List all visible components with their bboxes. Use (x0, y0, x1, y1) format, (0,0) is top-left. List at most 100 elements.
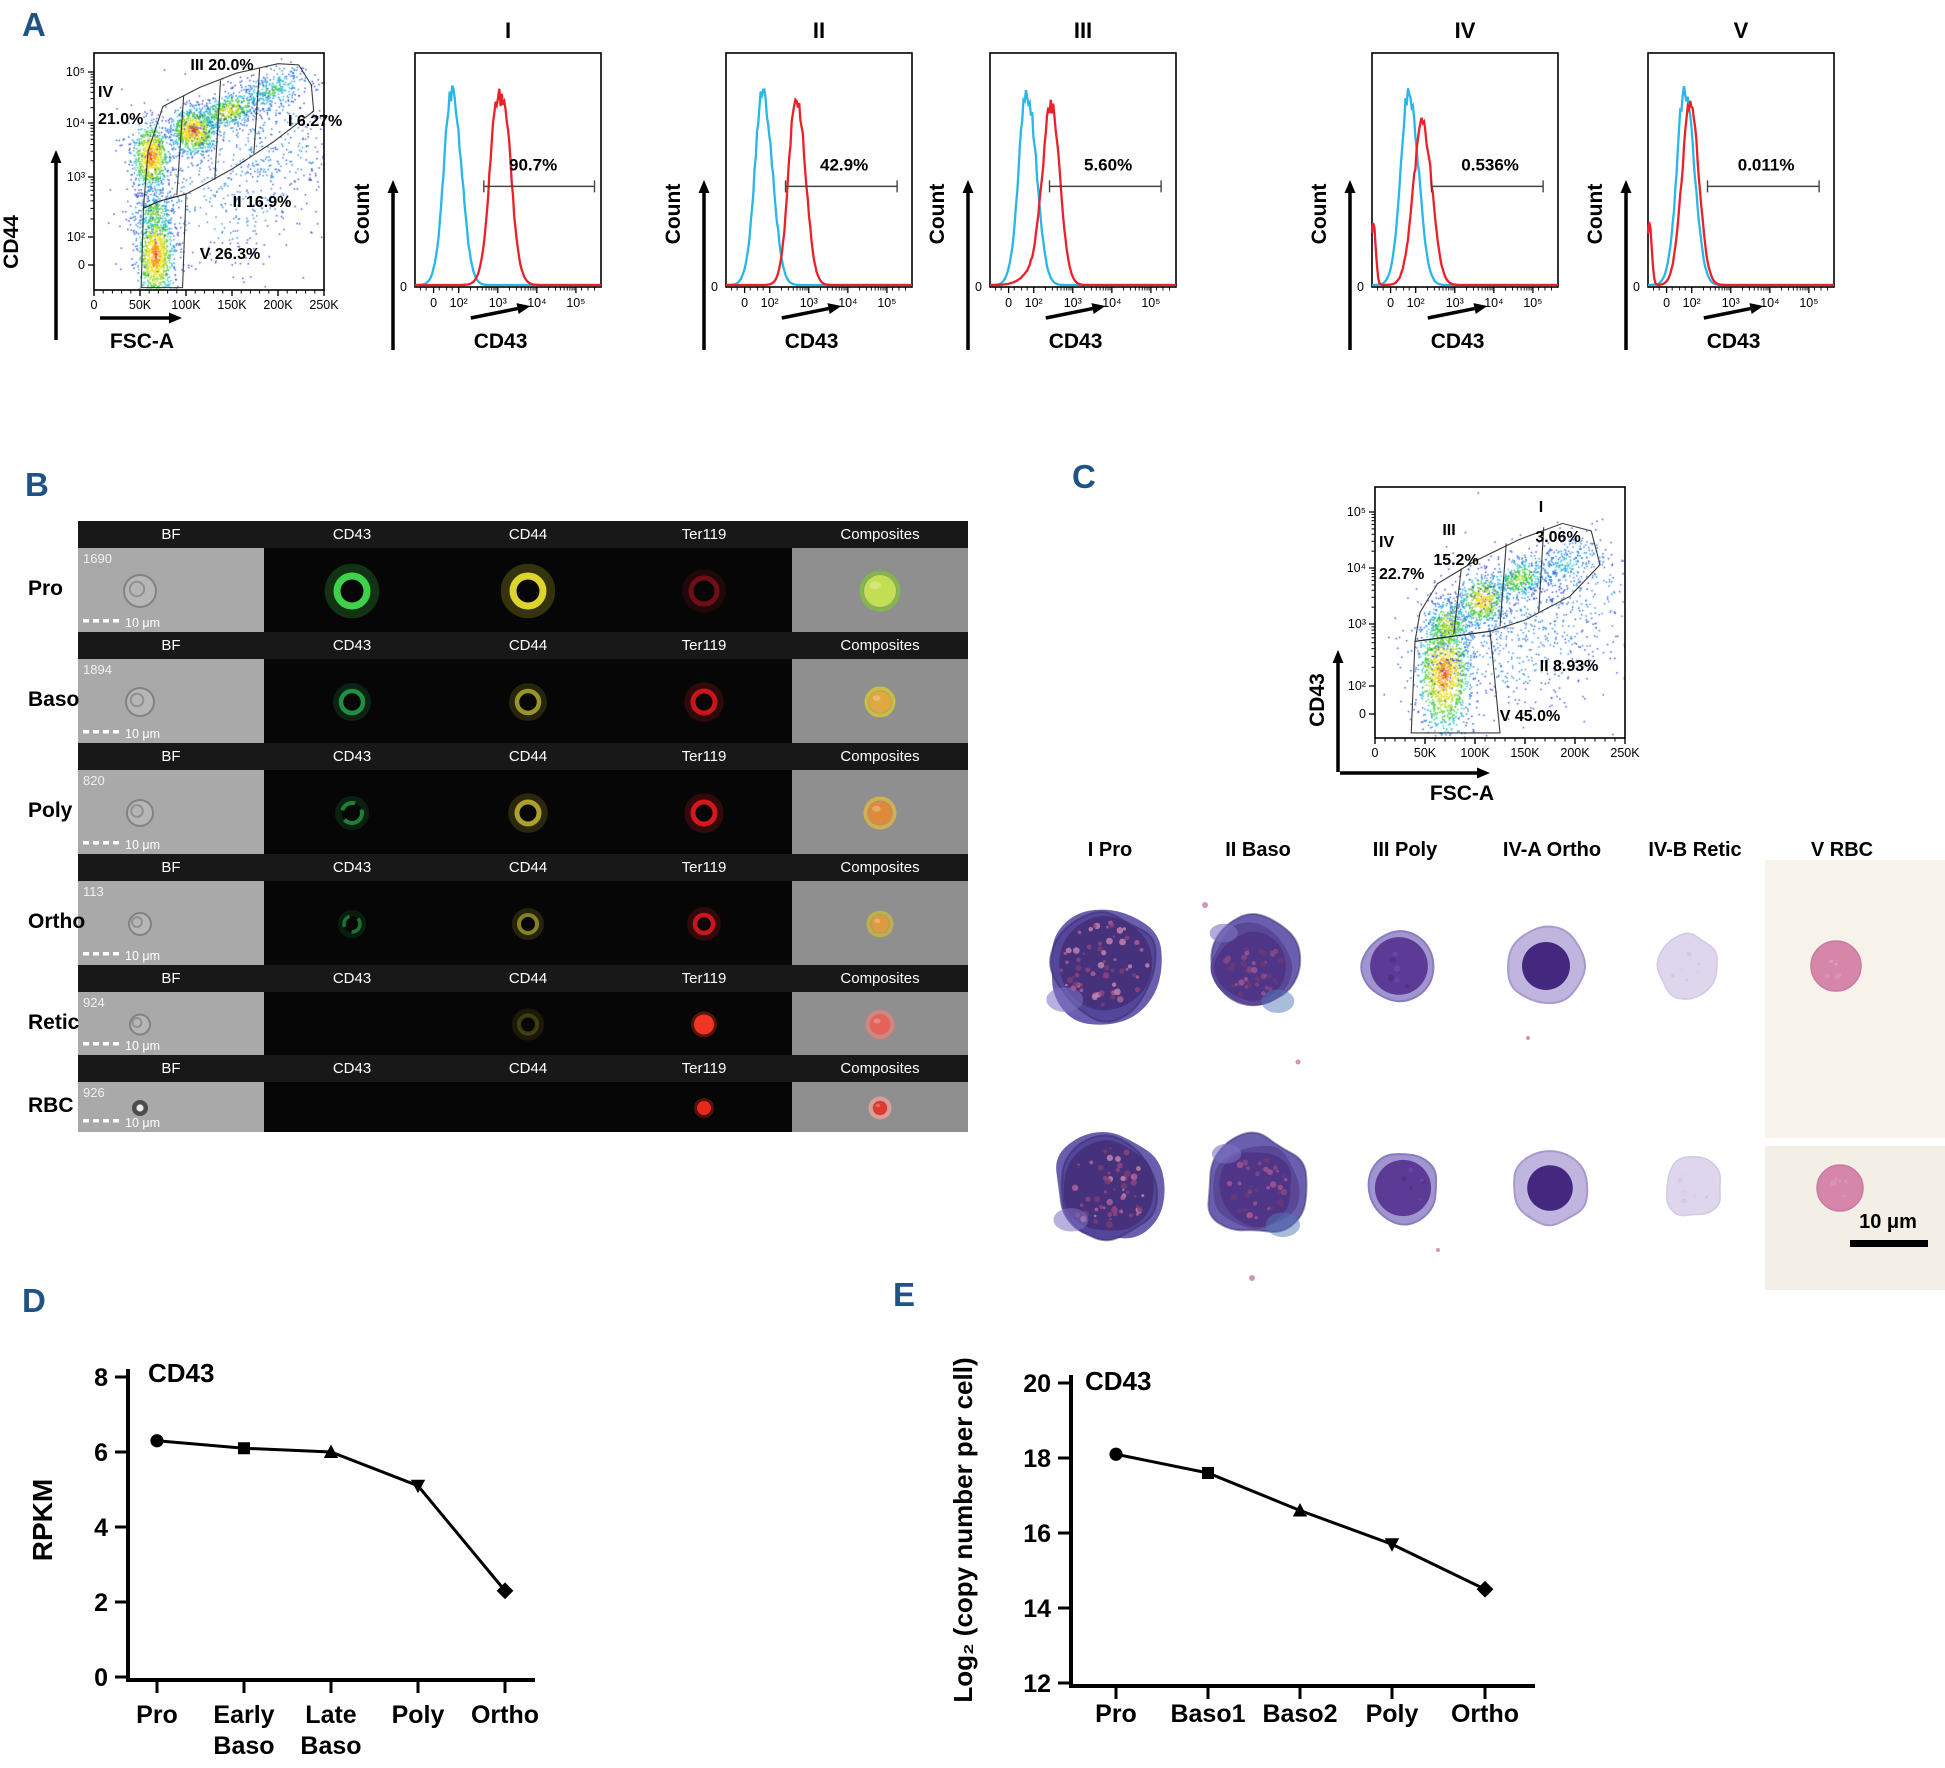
event-number: 1690 (83, 551, 112, 566)
hist-xtick: 0 (430, 296, 437, 310)
panelC-scatter-y-axis-arrow (1332, 650, 1344, 772)
chart-E-xlabel: Pro (1095, 1700, 1137, 1728)
hist-count-label: Count (662, 184, 685, 245)
cell-image-row-Pro: 1690 10 μm (78, 548, 968, 632)
hist-y0: 0 (711, 280, 718, 294)
hist-xtick: 10⁴ (1484, 296, 1503, 310)
hist-count-label: Count (1584, 184, 1607, 245)
hist-y0: 0 (1357, 280, 1364, 294)
event-number: 1894 (83, 662, 112, 677)
panelA-histogram-IV: IV 0.536% 0 10² 10³ 10⁴ 10⁵ 0 Count CD43 (1308, 18, 1559, 353)
cytospin-cell-ortho (1513, 1150, 1589, 1227)
hist-cd43-label: CD43 (474, 330, 528, 353)
hist-xtick: 0 (1005, 296, 1012, 310)
panelC-scatter-gate-label: III (1442, 522, 1455, 539)
cell-image-Retic-CD44 (440, 992, 616, 1055)
cytospin-scale-label: 10 μm (1859, 1211, 1917, 1233)
panelA-scatter-gate-label: I 6.27% (288, 113, 342, 130)
cytospin-cell-rbc (1810, 940, 1862, 992)
chart-D-xlabel: Late Baso (300, 1701, 361, 1760)
cell-image-row-Baso: 1894 10 μm (78, 659, 968, 743)
channel-header-Composites: Composites (840, 1060, 920, 1077)
panelC-scatter-x-axis-arrow (1340, 767, 1490, 779)
hist-xtick: 10² (761, 296, 779, 310)
hist-gate-percent: 5.60% (1084, 155, 1132, 174)
channel-header-Composites: Composites (840, 526, 920, 543)
hist-xtick: 10² (1407, 296, 1425, 310)
hist-xtick: 10⁵ (1523, 296, 1542, 310)
panelA-histogram-V: V 0.011% 0 10² 10³ 10⁴ 10⁵ 0 Count CD43 (1584, 18, 1835, 353)
chart-D-ytick: 4 (94, 1514, 108, 1542)
channel-header-Composites: Composites (840, 748, 920, 765)
panelC-scatter-gate-label: I (1539, 499, 1543, 516)
panelA-scatter-gate-label: II 16.9% (233, 194, 292, 211)
cell-image-row-Poly: 820 10 μm (78, 770, 968, 854)
cell-image-Pro-Composites (792, 548, 968, 632)
channel-header-CD44: CD44 (508, 1060, 548, 1077)
channel-header-row: BF CD43 CD44 Ter119 Composites (78, 743, 968, 770)
hist-count-arrow (1344, 180, 1356, 350)
panelA-scatter-xtick: 0 (91, 298, 98, 312)
panelC-scatter: 10⁵ 10⁴ 10³ 10² 0 0 50K 100K 150K 200K 250K IV 22.7%… (1306, 486, 1640, 805)
chart-E-ytick: 20 (1023, 1370, 1051, 1398)
cell-image-Poly-CD43 (264, 770, 440, 854)
event-number: 926 (83, 1085, 105, 1100)
cytospin-cell-rbc (1816, 1164, 1864, 1212)
panelA-histogram-III: III 5.60% 0 10² 10³ 10⁴ 10⁵ 0 Count CD43 (926, 18, 1177, 353)
panelC-scatter-xtick: 150K (1510, 746, 1540, 760)
cell-image-Baso-Composites (792, 659, 968, 743)
channel-header-row: BF CD43 CD44 Ter119 Composites (78, 854, 968, 881)
row-label-Pro: Pro (28, 577, 64, 600)
cytospin-column-label: IV-B Retic (1648, 839, 1741, 861)
row-label-Retic: Retic (28, 1010, 80, 1034)
cell-image-Ortho-CD44 (440, 881, 616, 965)
panelC-scatter-ytick: 0 (1359, 707, 1366, 721)
cytospin-cell-ortho (1507, 925, 1587, 1005)
channel-header-BF: BF (161, 1060, 181, 1077)
hist-y0: 0 (400, 280, 407, 294)
panelC-scatter-xtick: 250K (1610, 746, 1640, 760)
cytospin-cell-poly (1360, 930, 1435, 1003)
panelC-scatter-xlabel: FSC-A (1430, 782, 1494, 805)
panelA-scatter-xtick: 250K (309, 298, 339, 312)
row-label-Ortho: Ortho (28, 910, 86, 933)
chart-E-ylabel: Log₂ (copy number per cell) (948, 1357, 978, 1702)
panelA-scatter-x-axis-arrow (100, 312, 182, 324)
channel-header-Composites: Composites (840, 637, 920, 654)
hist-count-arrow (387, 180, 399, 350)
channel-header-Ter119: Ter119 (681, 748, 727, 765)
channel-header-Ter119: Ter119 (681, 637, 727, 654)
cytospin-cell-retic (1656, 932, 1718, 1000)
cell-image-Ortho-BF: 113 10 μm (78, 881, 264, 965)
chart-D-xlabel: Pro (136, 1701, 178, 1729)
cytospin-column-label: I Pro (1088, 839, 1132, 861)
chart-E-ytick: 18 (1023, 1445, 1051, 1473)
panel-label-e: E (893, 1276, 916, 1313)
panelA-histogram-I: I 90.7% 0 10² 10³ 10⁴ 10⁵ 0 Count CD43 (351, 18, 602, 353)
channel-header-CD44: CD44 (508, 637, 548, 654)
chart-E-xlabel: Baso2 (1262, 1700, 1337, 1728)
cell-image-Retic-BF: 924 10 μm (78, 992, 264, 1055)
cell-image-row-RBC: 926 10 μm (78, 1082, 968, 1132)
channel-header-CD43: CD43 (332, 859, 372, 876)
cell-image-Baso-CD44 (440, 659, 616, 743)
chart-E-ytick: 12 (1023, 1670, 1051, 1698)
channel-header-CD43: CD43 (332, 1060, 372, 1077)
channel-header-CD44: CD44 (508, 526, 548, 543)
hist-xtick: 10² (1025, 296, 1043, 310)
cell-image-Ortho-Ter119 (616, 881, 792, 965)
cell-image-Poly-Composites (792, 770, 968, 854)
hist-cd43-arrow (1703, 303, 1764, 320)
cell-image-RBC-CD43 (264, 1082, 440, 1132)
chart-D-ytick: 6 (94, 1439, 108, 1467)
cell-image-Ortho-CD43 (264, 881, 440, 965)
channel-header-BF: BF (161, 526, 181, 543)
channel-header-row: BF CD43 CD44 Ter119 Composites (78, 521, 968, 548)
hist-title: III (1074, 18, 1092, 43)
panelC-scatter-gate-label: 3.06% (1535, 529, 1580, 546)
hist-xtick: 10⁵ (1141, 296, 1160, 310)
scale-bar-label: 10 μm (125, 1116, 160, 1130)
panelC-scatter-gate-label: 22.7% (1379, 566, 1424, 583)
channel-header-CD44: CD44 (508, 748, 548, 765)
panel-label-c: C (1072, 458, 1096, 495)
